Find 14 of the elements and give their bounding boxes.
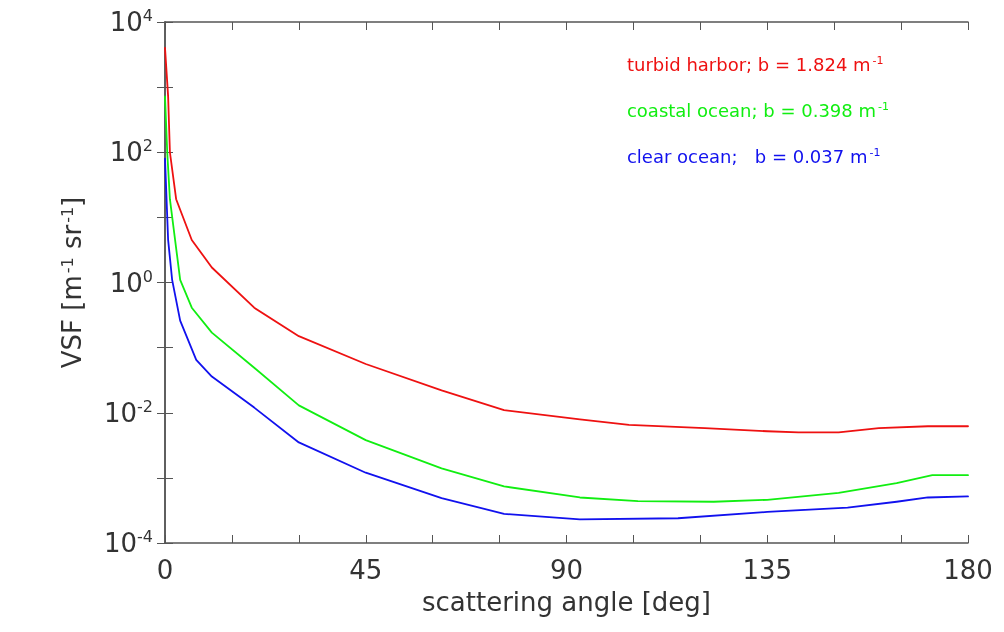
x-tick-label: 45	[349, 555, 383, 585]
x-tick-label: 90	[549, 555, 584, 585]
y-tick-label: 10$^{-4}$	[103, 527, 153, 558]
x-tick-label: 0	[156, 555, 174, 585]
y-tick-label: 10$^{2}$	[109, 136, 153, 168]
x-tick-label: 135	[742, 555, 793, 585]
x-axis-title: scattering angle [deg]	[421, 587, 712, 617]
line-series	[164, 95, 969, 503]
y-tick-label: 10$^{-2}$	[103, 396, 153, 428]
y-tick-label: 10$^{0}$	[109, 266, 153, 298]
line-series	[164, 47, 969, 434]
x-tick-label: 180	[943, 555, 993, 585]
y-tick-label: 10$^{4}$	[109, 6, 153, 37]
y-axis-title: VSF [m-1 sr-1]	[57, 196, 87, 369]
